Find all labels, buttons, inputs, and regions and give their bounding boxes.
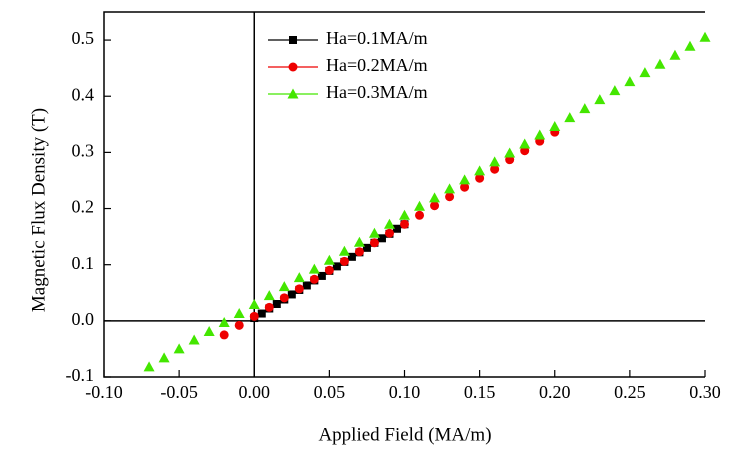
data-point [203, 326, 215, 337]
data-point [263, 290, 275, 301]
data-point [218, 317, 230, 328]
data-point [368, 227, 380, 238]
data-point [384, 228, 394, 238]
data-point [308, 263, 320, 274]
x-tick-label: 0.20 [539, 382, 571, 402]
data-point [392, 224, 401, 233]
data-point [302, 281, 311, 290]
data-point [459, 174, 471, 185]
data-point [399, 209, 410, 220]
data-point [519, 138, 531, 149]
data-point [609, 85, 621, 96]
data-point [338, 245, 350, 256]
data-point [430, 201, 440, 211]
legend-label: Ha=0.3MA/m [326, 82, 428, 102]
data-point [624, 76, 636, 87]
y-axis-label: Magnetic Flux Density (T) [28, 108, 49, 312]
data-point [332, 262, 341, 271]
data-point [369, 238, 379, 248]
y-tick-label: 0.4 [72, 84, 95, 104]
data-point [534, 129, 546, 140]
data-point [474, 165, 486, 176]
data-point [594, 94, 606, 105]
data-point [248, 299, 260, 310]
data-point [504, 147, 516, 158]
data-point [324, 265, 334, 275]
data-point [579, 103, 591, 114]
data-point [400, 219, 409, 229]
data-point [257, 309, 266, 318]
data-point [429, 192, 441, 203]
data-point [654, 58, 666, 69]
x-tick-label: 0.05 [314, 382, 346, 402]
data-point [489, 156, 501, 167]
data-point [699, 31, 711, 42]
data-point [383, 218, 395, 229]
data-point [233, 308, 245, 319]
data-point [684, 40, 696, 51]
legend-marker [287, 88, 299, 99]
data-point [317, 271, 326, 280]
legend-label: Ha=0.1MA/m [326, 28, 428, 48]
data-point [234, 320, 244, 330]
x-axis-label: Applied Field (MA/m) [318, 424, 491, 445]
data-point [339, 256, 349, 266]
data-point [362, 243, 371, 252]
data-point [158, 352, 170, 363]
y-tick-label: 0.2 [72, 197, 95, 217]
data-point [264, 302, 274, 312]
data-point [143, 361, 155, 372]
data-point [173, 343, 185, 354]
x-tick-label: 0.25 [614, 382, 646, 402]
data-point [278, 281, 290, 292]
data-point [444, 183, 456, 194]
legend-marker [288, 62, 298, 72]
legend-marker [289, 36, 297, 44]
x-tick-label: 0.10 [389, 382, 421, 402]
x-tick-label: 0.00 [239, 382, 271, 402]
data-point [309, 274, 319, 284]
y-tick-label: 0.1 [72, 253, 95, 273]
data-point [347, 252, 356, 261]
data-point [323, 254, 335, 265]
data-point [639, 67, 651, 78]
data-point [353, 236, 365, 247]
x-tick-label: -0.10 [85, 382, 123, 402]
data-point [188, 334, 200, 345]
data-point [460, 182, 470, 192]
data-point [294, 284, 304, 294]
data-point [293, 272, 305, 283]
data-point [272, 300, 281, 308]
data-point [249, 311, 259, 321]
data-point [475, 173, 485, 183]
y-tick-label: 0.5 [72, 28, 95, 48]
data-point [564, 112, 576, 123]
y-tick-label: 0.3 [72, 141, 95, 161]
data-point [415, 210, 425, 220]
data-point [287, 290, 296, 299]
data-point [549, 121, 561, 132]
x-tick-label: 0.30 [689, 382, 721, 402]
legend-label: Ha=0.2MA/m [326, 55, 428, 75]
x-tick-label: -0.05 [160, 382, 198, 402]
x-tick-label: 0.15 [464, 382, 496, 402]
data-point [377, 234, 386, 243]
data-point [669, 49, 681, 60]
data-point [445, 192, 455, 202]
data-point [219, 330, 229, 340]
data-point [414, 200, 426, 211]
y-tick-label: 0.0 [72, 309, 95, 329]
data-point [354, 247, 364, 257]
y-tick-label: -0.1 [66, 365, 95, 385]
data-point [490, 164, 500, 174]
data-point [279, 293, 289, 303]
